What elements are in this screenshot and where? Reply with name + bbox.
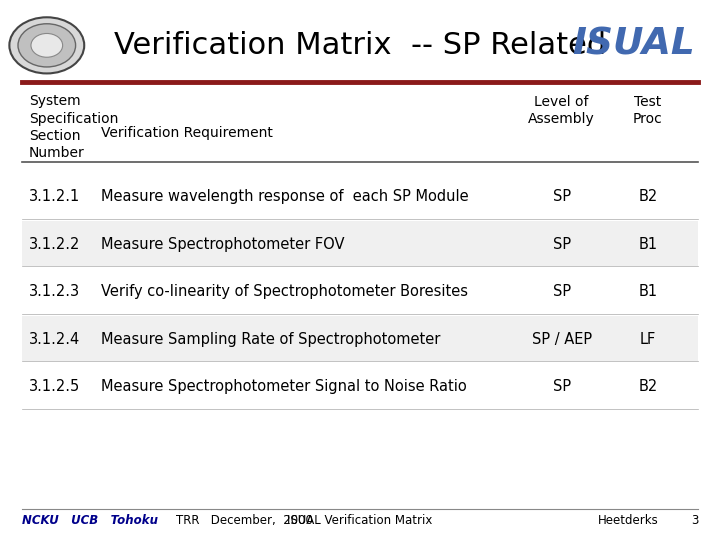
Text: 3.1.2.1: 3.1.2.1 (29, 189, 80, 204)
Text: Measure Spectrophotometer FOV: Measure Spectrophotometer FOV (101, 237, 344, 252)
Text: Heetderks: Heetderks (598, 514, 658, 527)
Text: B2: B2 (639, 379, 657, 394)
Text: LF: LF (640, 332, 656, 347)
Text: Verification Requirement: Verification Requirement (101, 126, 273, 140)
Text: ISUAL Verification Matrix: ISUAL Verification Matrix (287, 514, 433, 527)
FancyBboxPatch shape (22, 173, 698, 219)
Text: SP: SP (552, 379, 571, 394)
Text: B1: B1 (639, 237, 657, 252)
Text: System
Specification
Section
Number: System Specification Section Number (29, 94, 118, 160)
Text: 3: 3 (691, 514, 698, 527)
FancyBboxPatch shape (22, 221, 698, 266)
Text: Measure Sampling Rate of Spectrophotometer: Measure Sampling Rate of Spectrophotomet… (101, 332, 440, 347)
Circle shape (9, 17, 84, 73)
Text: B2: B2 (639, 189, 657, 204)
Text: SP / AEP: SP / AEP (531, 332, 592, 347)
Text: Level of
Assembly: Level of Assembly (528, 94, 595, 126)
Text: 3.1.2.5: 3.1.2.5 (29, 379, 80, 394)
Text: 3.1.2.2: 3.1.2.2 (29, 237, 80, 252)
Text: B1: B1 (639, 284, 657, 299)
Text: TRR   December,  2000: TRR December, 2000 (176, 514, 313, 527)
FancyBboxPatch shape (22, 316, 698, 361)
FancyBboxPatch shape (22, 268, 698, 314)
Text: SP: SP (552, 189, 571, 204)
Text: SP: SP (552, 237, 571, 252)
Text: Measure wavelength response of  each SP Module: Measure wavelength response of each SP M… (101, 189, 469, 204)
Text: SP: SP (552, 284, 571, 299)
Text: Test
Proc: Test Proc (633, 94, 663, 126)
Text: Verify co-linearity of Spectrophotometer Boresites: Verify co-linearity of Spectrophotometer… (101, 284, 468, 299)
Text: NCKU   UCB   Tohoku: NCKU UCB Tohoku (22, 514, 158, 527)
Text: 3.1.2.4: 3.1.2.4 (29, 332, 80, 347)
Text: ISUAL: ISUAL (572, 26, 695, 62)
Circle shape (18, 24, 76, 67)
Text: Verification Matrix  -- SP Related: Verification Matrix -- SP Related (114, 31, 606, 60)
Text: Measure Spectrophotometer Signal to Noise Ratio: Measure Spectrophotometer Signal to Nois… (101, 379, 467, 394)
FancyBboxPatch shape (22, 363, 698, 409)
Text: 3.1.2.3: 3.1.2.3 (29, 284, 80, 299)
Circle shape (31, 33, 63, 57)
